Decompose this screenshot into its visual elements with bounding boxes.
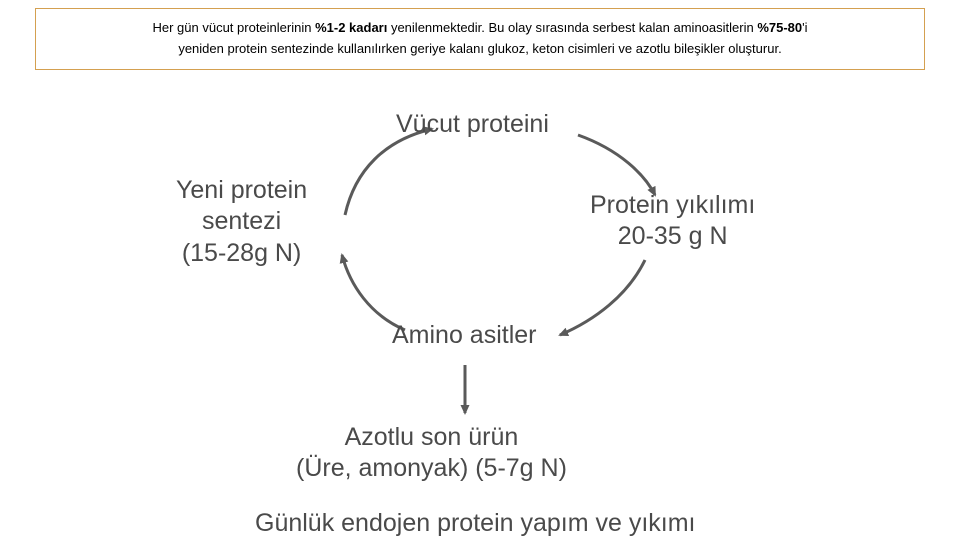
node-caption: Günlük endojen protein yapım ve yıkımı: [255, 508, 696, 539]
arrow-vucut-to-yikilim: [578, 135, 655, 195]
arrow-yikilim-to-amino: [560, 260, 645, 335]
header-box: Her gün vücut proteinlerinin %1-2 kadarı…: [35, 8, 925, 70]
header-line-2: yeniden protein sentezinde kullanılırken…: [178, 39, 781, 60]
diagram-area: Vücut proteini Yeni proteinsentezi(15-28g…: [0, 85, 960, 540]
header-line-1: Her gün vücut proteinlerinin %1-2 kadarı…: [152, 18, 807, 39]
header-l1-bold1: %1-2 kadarı: [315, 20, 387, 35]
arrow-sentez-to-vucut: [345, 129, 432, 215]
header-l1-suffix: 'i: [802, 20, 807, 35]
node-amino-asitler: Amino asitler: [392, 320, 537, 351]
node-vucut-proteini: Vücut proteini: [396, 109, 549, 140]
arrow-amino-to-sentez: [342, 255, 405, 330]
header-l1-mid: yenilenmektedir. Bu olay sırasında serbe…: [387, 20, 757, 35]
node-azotlu-son-urun: Azotlu son ürün(Üre, amonyak) (5-7g N): [296, 422, 567, 485]
header-l1-bold2: %75-80: [757, 20, 802, 35]
header-l1-prefix: Her gün vücut proteinlerinin: [152, 20, 315, 35]
node-protein-yikilimi: Protein yıkılımı20-35 g N: [590, 190, 755, 253]
node-yeni-protein: Yeni proteinsentezi(15-28g N): [176, 175, 307, 269]
